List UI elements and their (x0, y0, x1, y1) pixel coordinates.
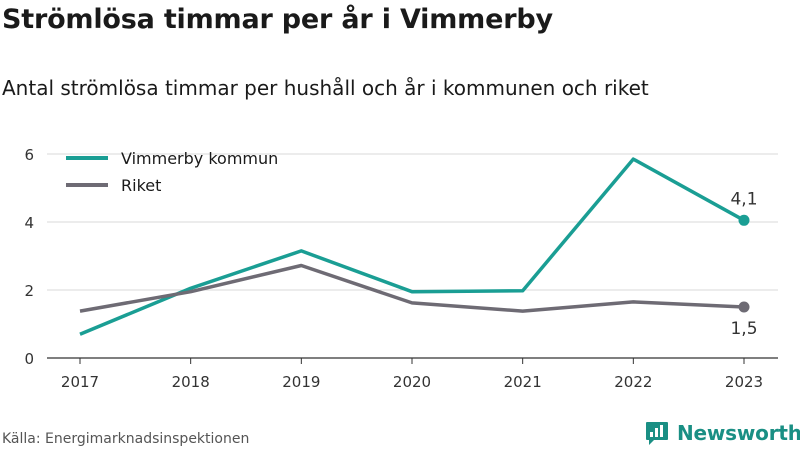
series-line (79, 263, 745, 313)
legend-label: Riket (121, 176, 161, 195)
y-tick-label: 0 (24, 350, 34, 368)
x-tick-label: 2022 (614, 373, 652, 391)
x-tick-label: 2020 (393, 373, 431, 391)
data-label: 4,1 (730, 189, 757, 209)
series-line (79, 157, 745, 336)
series-end-point (738, 301, 750, 313)
brand-logo: Newsworthy (644, 420, 800, 446)
data-label: 1,5 (730, 319, 757, 339)
newsworthy-icon (646, 422, 668, 445)
source-note: Källa: Energimarknadsinspektionen (2, 431, 250, 447)
x-tick-label: 2021 (504, 373, 542, 391)
legend-label: Vimmerby kommun (121, 149, 278, 168)
line-chart: 0 2 4 6 2017 2018 2019 2020 2021 2022 2023 4,1 1,5 Vi… (24, 146, 778, 391)
y-tick-label: 2 (24, 282, 34, 300)
x-tick-label: 2017 (61, 373, 99, 391)
chart-title: Strömlösa timmar per år i Vimmerby (2, 4, 553, 35)
y-tick-label: 6 (24, 146, 34, 164)
y-tick-label: 4 (24, 214, 34, 232)
brand-name: Newsworthy (677, 421, 800, 445)
series-end-point (738, 214, 750, 226)
chart-subtitle: Antal strömlösa timmar per hushåll och å… (2, 76, 649, 100)
x-tick-label: 2023 (725, 373, 763, 391)
x-tick-label: 2018 (172, 373, 210, 391)
x-tick-label: 2019 (282, 373, 320, 391)
